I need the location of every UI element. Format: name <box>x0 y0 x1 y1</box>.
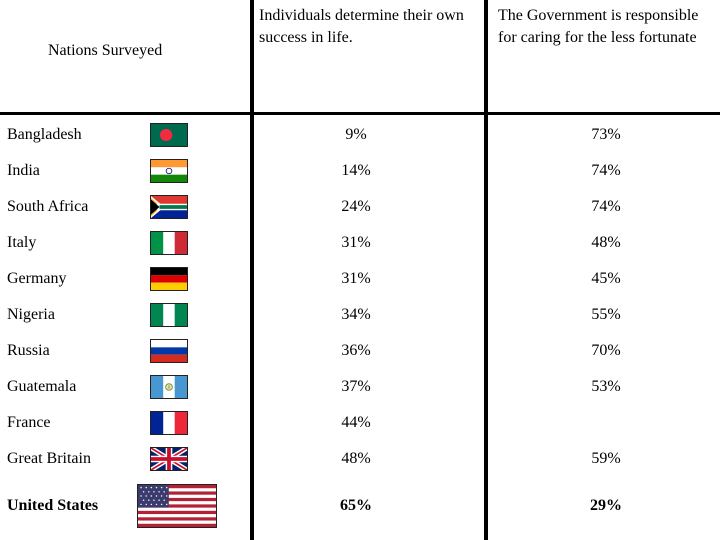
bangladesh-flag-icon <box>150 123 188 147</box>
guatemala-flag-icon <box>150 375 188 399</box>
individuals-value: 24% <box>341 198 371 215</box>
table-row: Germany 31% 45% <box>0 261 720 297</box>
country-name: Germany <box>7 270 67 287</box>
header-government: The Government is responsible for caring… <box>498 7 699 46</box>
country-name: Nigeria <box>7 306 55 323</box>
government-value: 53% <box>591 378 621 395</box>
table-row: United States 65% 29% <box>0 484 720 528</box>
table-row: India 14% 74% <box>0 153 720 189</box>
france-flag-icon <box>150 411 188 435</box>
country-name: India <box>7 162 40 179</box>
country-name: Guatemala <box>7 378 77 395</box>
individuals-value: 37% <box>341 378 371 395</box>
table-row: Italy 31% 48% <box>0 225 720 261</box>
column-divider-2 <box>484 0 488 540</box>
table-row: Guatemala 37% 53% <box>0 369 720 405</box>
government-value: 73% <box>591 126 621 143</box>
country-name: United States <box>7 497 99 514</box>
germany-flag-icon <box>150 267 188 291</box>
table-row: Great Britain 48% 59% <box>0 441 720 477</box>
individuals-value: 34% <box>341 306 371 323</box>
country-name: Italy <box>7 234 37 251</box>
country-name: Russia <box>7 342 50 359</box>
nigeria-flag-icon <box>150 303 188 327</box>
table-row: France 44% <box>0 405 720 441</box>
individuals-value: 31% <box>341 270 371 287</box>
country-name: Bangladesh <box>7 126 82 143</box>
south-africa-flag-icon <box>150 195 188 219</box>
country-name: South Africa <box>7 198 89 215</box>
russia-flag-icon <box>150 339 188 363</box>
usa-flag-icon <box>137 484 217 528</box>
government-value: 70% <box>591 342 621 359</box>
government-value: 55% <box>591 306 621 323</box>
italy-flag-icon <box>150 231 188 255</box>
individuals-value: 9% <box>345 126 367 143</box>
government-value: 29% <box>590 497 622 514</box>
table-row: South Africa 24% 74% <box>0 189 720 225</box>
india-flag-icon <box>150 159 188 183</box>
table-row: Russia 36% 70% <box>0 333 720 369</box>
individuals-value: 44% <box>341 414 371 431</box>
country-name: France <box>7 414 51 431</box>
individuals-value: 36% <box>341 342 371 359</box>
table-row: Bangladesh 9% 73% <box>0 117 720 153</box>
header-divider <box>0 112 720 115</box>
government-value: 59% <box>591 450 621 467</box>
government-value: 45% <box>591 270 621 287</box>
individuals-value: 65% <box>340 497 372 514</box>
government-value: 48% <box>591 234 621 251</box>
individuals-value: 48% <box>341 450 371 467</box>
header-individuals: Individuals determine their own success … <box>259 7 464 46</box>
uk-flag-icon <box>150 447 188 471</box>
government-value: 74% <box>591 198 621 215</box>
individuals-value: 14% <box>341 162 371 179</box>
header-nations-surveyed: Nations Surveyed <box>48 42 163 59</box>
column-divider-1 <box>250 0 254 540</box>
country-name: Great Britain <box>7 450 91 467</box>
government-value <box>496 405 716 441</box>
individuals-value: 31% <box>341 234 371 251</box>
table-row: Nigeria 34% 55% <box>0 297 720 333</box>
government-value: 74% <box>591 162 621 179</box>
